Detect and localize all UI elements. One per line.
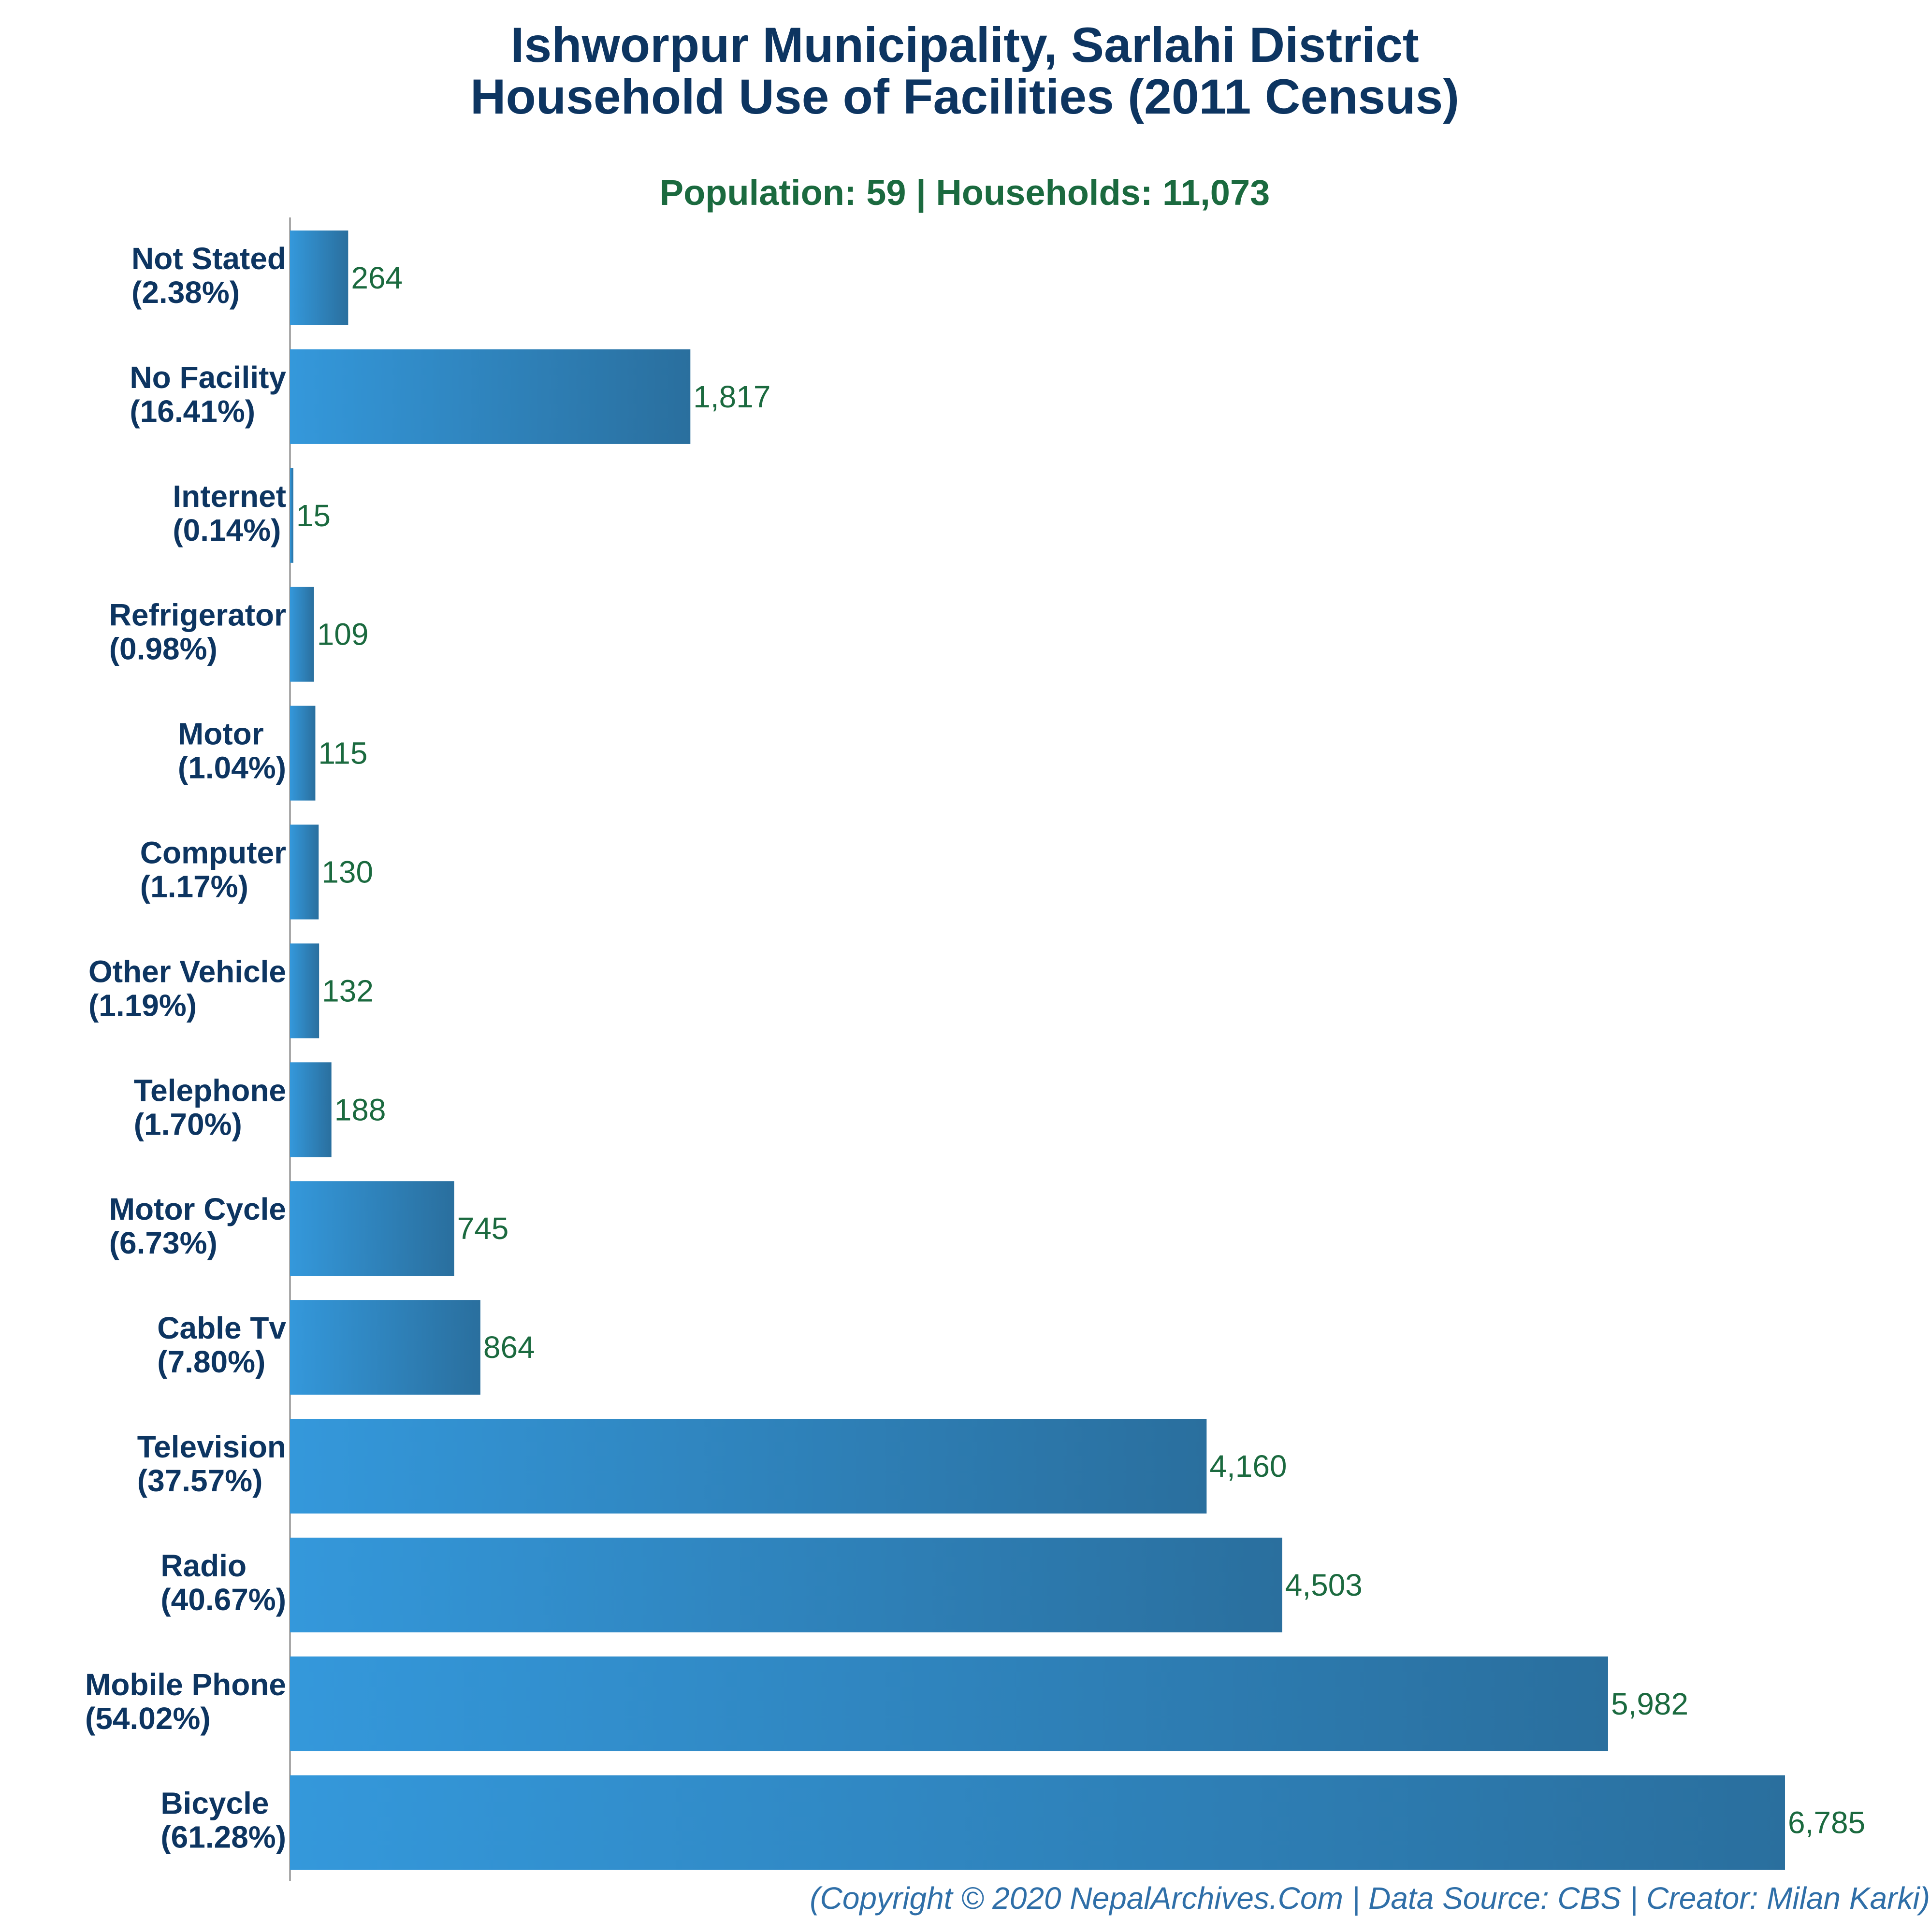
category-label-no-facility: No Facility — [130, 360, 286, 395]
category-pct-no-facility: (16.41%) — [130, 394, 255, 429]
bar-computer — [290, 824, 319, 920]
bar-other-vehicle — [290, 943, 319, 1038]
value-label-no-facility: 1,817 — [693, 379, 770, 414]
category-label-computer: Computer — [140, 836, 286, 870]
bar-television — [290, 1419, 1207, 1514]
category-label-telephone: Telephone — [134, 1073, 286, 1108]
category-pct-computer: (1.17%) — [140, 869, 248, 904]
category-label-cable-tv: Cable Tv — [157, 1311, 286, 1345]
category-label-television: Television — [137, 1429, 286, 1464]
category-label-refrigerator: Refrigerator — [109, 598, 286, 633]
bar-radio — [290, 1537, 1282, 1632]
bar-not-stated — [290, 231, 348, 325]
category-pct-bicycle: (61.28%) — [160, 1820, 286, 1855]
value-labels-group: 264 1,817 15 109 115 130 132 188 745 864 4,160 4,50… — [296, 260, 1865, 1840]
value-label-motor: 115 — [318, 736, 367, 771]
value-label-cable-tv: 864 — [483, 1330, 535, 1365]
value-label-bicycle: 6,785 — [1788, 1805, 1865, 1840]
category-pct-radio: (40.67%) — [160, 1582, 286, 1617]
chart-title-line-1: Ishworpur Municipality, Sarlahi District — [510, 17, 1419, 72]
bar-telephone — [290, 1062, 332, 1157]
bar-cable-tv — [290, 1300, 480, 1395]
category-pct-telephone: (1.70%) — [134, 1107, 242, 1141]
bar-motor — [290, 706, 316, 801]
chart-title-line-2: Household Use of Facilities (2011 Census… — [470, 69, 1459, 124]
value-label-internet: 15 — [296, 498, 331, 533]
category-pct-mobile-phone: (54.02%) — [85, 1701, 211, 1736]
category-label-radio: Radio — [160, 1548, 247, 1583]
bar-internet — [290, 468, 293, 563]
category-pct-refrigerator: (0.98%) — [109, 632, 218, 666]
value-label-motor-cycle: 745 — [457, 1211, 509, 1246]
category-pct-cable-tv: (7.80%) — [157, 1344, 265, 1379]
category-label-other-vehicle: Other Vehicle — [88, 954, 286, 989]
category-pct-motor: (1.04%) — [178, 750, 286, 785]
bar-motor-cycle — [290, 1181, 454, 1276]
value-label-other-vehicle: 132 — [322, 973, 374, 1008]
category-label-bicycle: Bicycle — [160, 1786, 269, 1821]
category-pct-other-vehicle: (1.19%) — [88, 988, 197, 1023]
value-label-refrigerator: 109 — [317, 617, 369, 652]
category-pct-motor-cycle: (6.73%) — [109, 1226, 218, 1260]
value-label-telephone: 188 — [334, 1092, 386, 1127]
bars-group — [290, 231, 1785, 1870]
category-label-mobile-phone: Mobile Phone — [85, 1667, 286, 1702]
bar-refrigerator — [290, 587, 314, 682]
value-label-not-stated: 264 — [351, 260, 403, 295]
value-label-mobile-phone: 5,982 — [1611, 1687, 1688, 1721]
category-labels-group: Not Stated(2.38%) No Facility(16.41%) Inte… — [85, 241, 286, 1855]
category-label-not-stated: Not Stated — [131, 241, 286, 276]
category-label-motor: Motor — [178, 717, 264, 751]
value-label-radio: 4,503 — [1285, 1568, 1363, 1602]
bar-bicycle — [290, 1775, 1785, 1870]
value-label-computer: 130 — [321, 855, 373, 890]
bar-mobile-phone — [290, 1656, 1608, 1751]
category-label-motor-cycle: Motor Cycle — [109, 1192, 286, 1226]
category-pct-internet: (0.14%) — [173, 513, 281, 548]
category-label-internet: Internet — [173, 479, 286, 514]
value-label-television: 4,160 — [1209, 1449, 1287, 1484]
category-pct-television: (37.57%) — [137, 1463, 263, 1498]
bar-no-facility — [290, 349, 691, 444]
chart-subtitle: Population: 59 | Households: 11,073 — [660, 173, 1270, 213]
category-pct-not-stated: (2.38%) — [131, 275, 240, 310]
credit-line: (Copyright © 2020 NepalArchives.Com | Da… — [810, 1881, 1930, 1916]
